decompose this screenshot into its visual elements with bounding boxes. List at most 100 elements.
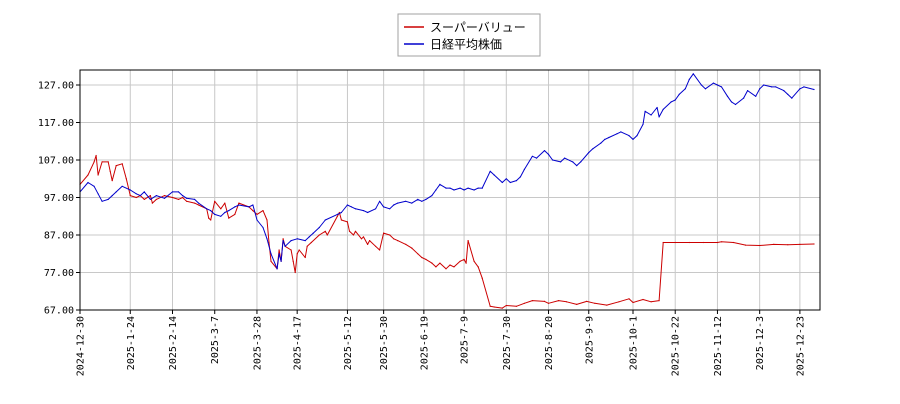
- series-1: [79, 154, 815, 309]
- data-point: [493, 174, 495, 176]
- data-point: [481, 277, 483, 279]
- data-point: [763, 84, 765, 86]
- data-point: [224, 202, 226, 204]
- x-tick-label: 2025-5-30: [379, 316, 390, 370]
- x-tick-label: 2025-10-1: [628, 316, 639, 370]
- data-point: [149, 198, 151, 200]
- data-point: [465, 262, 467, 264]
- data-point: [588, 151, 590, 154]
- data-point: [362, 236, 365, 238]
- data-point: [421, 256, 423, 259]
- data-point: [576, 303, 578, 305]
- data-point: [636, 135, 638, 137]
- data-point: [688, 78, 690, 80]
- data-point: [206, 208, 208, 210]
- data-point: [771, 86, 773, 88]
- data-point: [143, 198, 145, 200]
- data-point: [700, 84, 703, 86]
- y-tick-label: 97.00: [44, 193, 74, 204]
- data-point: [350, 206, 353, 208]
- data-point: [604, 138, 606, 140]
- data-point: [290, 249, 292, 251]
- data-point: [111, 195, 113, 197]
- x-tick-label: 2025-5-12: [343, 316, 354, 370]
- data-point: [95, 154, 97, 157]
- data-point: [405, 200, 407, 202]
- data-point: [282, 240, 284, 242]
- series-line: [79, 73, 815, 270]
- data-point: [628, 135, 630, 137]
- data-point: [501, 307, 503, 309]
- data-point: [375, 208, 377, 210]
- data-point: [369, 240, 371, 242]
- data-point: [210, 219, 212, 221]
- data-point: [435, 189, 437, 191]
- data-point: [367, 243, 369, 245]
- data-point: [171, 191, 174, 193]
- data-point: [523, 302, 526, 304]
- data-point: [813, 243, 815, 245]
- legend-label: 日経平均株価: [430, 37, 502, 52]
- data-point: [473, 260, 475, 262]
- data-point: [270, 260, 272, 262]
- data-point: [379, 200, 381, 202]
- y-tick-label: 117.00: [38, 118, 74, 129]
- data-point: [501, 181, 503, 184]
- data-point: [194, 198, 196, 200]
- data-point: [543, 300, 546, 302]
- data-point: [489, 305, 491, 307]
- data-point: [674, 99, 676, 101]
- data-point: [799, 243, 801, 245]
- data-point: [656, 106, 658, 109]
- data-point: [280, 260, 282, 262]
- data-point: [389, 234, 391, 236]
- data-point: [393, 238, 395, 240]
- data-point: [572, 161, 574, 163]
- y-axis: 67.00 77.00 87.00 97.00 107.00 117.00 127.00: [38, 81, 80, 317]
- data-point: [129, 195, 131, 197]
- data-point: [515, 180, 518, 182]
- data-point: [509, 181, 511, 184]
- data-point: [658, 116, 660, 118]
- data-point: [210, 210, 212, 212]
- x-tick-label: 2025-9-9: [584, 316, 595, 364]
- data-point: [425, 198, 427, 200]
- data-point: [393, 204, 395, 206]
- data-point: [276, 268, 278, 270]
- data-point: [135, 196, 137, 199]
- data-point: [576, 165, 578, 167]
- data-point: [198, 202, 200, 204]
- data-point: [324, 219, 326, 221]
- data-point: [515, 305, 518, 307]
- data-point: [163, 197, 166, 199]
- data-point: [692, 73, 694, 75]
- data-point: [417, 198, 419, 200]
- data-point: [489, 170, 491, 172]
- data-point: [405, 243, 407, 245]
- data-point: [238, 202, 240, 204]
- data-point: [346, 221, 348, 223]
- data-point: [670, 101, 672, 103]
- data-point: [720, 241, 723, 243]
- data-point: [115, 165, 117, 167]
- data-point: [87, 174, 89, 176]
- data-point: [431, 262, 433, 264]
- data-point: [799, 88, 801, 90]
- data-point: [220, 215, 222, 217]
- data-point: [477, 187, 479, 189]
- series-2: [79, 73, 815, 270]
- series-line: [79, 155, 815, 309]
- data-point: [367, 211, 369, 214]
- data-point: [732, 241, 735, 244]
- data-point: [296, 238, 298, 240]
- data-point: [296, 253, 298, 255]
- data-point: [278, 253, 280, 255]
- data-point: [684, 88, 686, 90]
- data-point: [194, 202, 196, 204]
- data-point: [375, 245, 377, 247]
- data-point: [198, 204, 200, 206]
- legend-box: [397, 13, 541, 57]
- data-point: [519, 176, 522, 178]
- data-point: [618, 301, 620, 303]
